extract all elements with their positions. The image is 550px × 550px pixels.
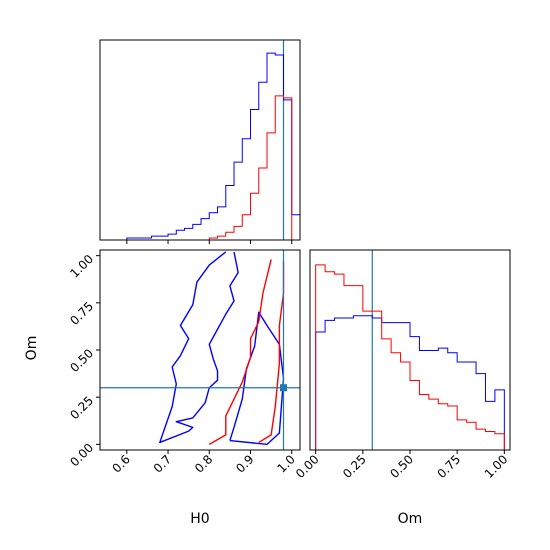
x-tick-label: 0.9	[233, 452, 256, 475]
contour-frame	[99, 249, 301, 451]
om-histogram-panel: 0.00 0.25 0.50 0.75 1.00	[293, 249, 511, 481]
y-tick-label: 0.25	[67, 393, 96, 422]
x-axis-label-h0: H0	[190, 511, 209, 527]
truth-marker	[280, 384, 288, 392]
om-vs-h0-contour-panel: 0.6 0.7 0.8 0.9 1.00.000.250.500.751.00	[67, 249, 301, 476]
x-tick-label: 0.00	[293, 452, 322, 481]
histogram-series-red	[315, 264, 505, 450]
x-tick-label: 0.8	[192, 452, 215, 475]
x-tick-label: 0.75	[434, 452, 463, 481]
contour-red-inner	[258, 261, 285, 444]
histogram-series-blue	[126, 52, 301, 240]
x-tick-label: 0.50	[387, 452, 416, 481]
x-tick-label: 1.00	[482, 452, 511, 481]
x-tick-label: 0.7	[151, 452, 174, 475]
contour-blue-outer	[159, 251, 239, 444]
contour-red-outer	[208, 259, 272, 445]
x-axis-label-om: Om	[398, 511, 423, 527]
h0-histogram-panel	[99, 39, 301, 244]
om-histogram-frame	[309, 249, 511, 451]
y-tick-label: 1.00	[67, 252, 96, 281]
y-tick-label: 0.75	[67, 299, 96, 328]
x-tick-label: 0.25	[340, 452, 369, 481]
contour-blue-inner	[229, 311, 285, 446]
h0-histogram-frame	[99, 39, 301, 241]
y-tick-label: 0.50	[67, 346, 96, 375]
y-axis-label-om: Om	[24, 336, 40, 361]
x-tick-label: 0.6	[110, 452, 133, 475]
y-tick-label: 0.00	[67, 441, 96, 470]
histogram-series-red	[126, 95, 300, 241]
histogram-series-blue	[315, 315, 505, 450]
